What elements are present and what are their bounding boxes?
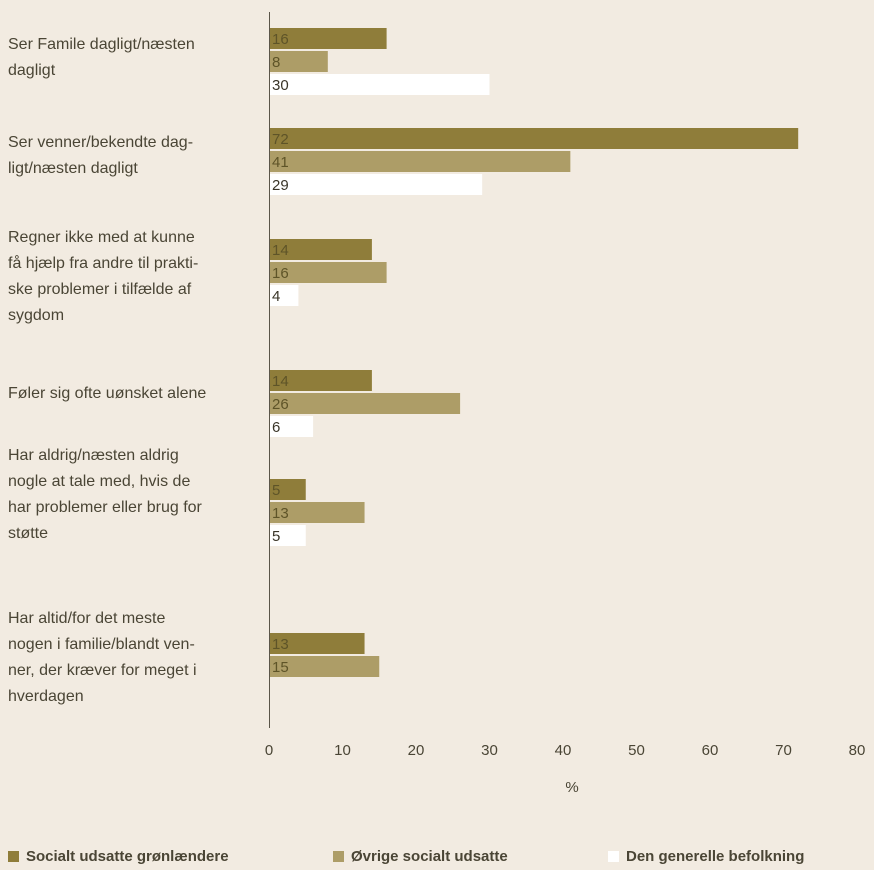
bar-value-label-s0-c1: 72 xyxy=(272,131,289,148)
legend-item-greenlanders: Socialt udsatte grønlændere xyxy=(8,848,229,865)
bar-value-label-s2-c4: 5 xyxy=(272,528,280,545)
x-tick-label-20: 20 xyxy=(408,742,425,759)
bar-s0-c4 xyxy=(269,479,306,500)
bar-s2-c3 xyxy=(269,416,314,437)
x-tick-label-0: 0 xyxy=(265,742,273,759)
bar-s0-c1 xyxy=(269,128,799,149)
bar-value-label-s2-c0: 30 xyxy=(272,77,289,94)
legend-swatch-greenlanders xyxy=(8,851,19,862)
legend-item-general-population: Den generelle befolkning xyxy=(608,848,804,865)
bar-s1-c2 xyxy=(269,262,387,283)
bar-value-label-s1-c0: 8 xyxy=(272,54,280,71)
bar-value-label-s1-c3: 26 xyxy=(272,396,289,413)
category-label-practical-help: Regner ikke med at kunne få hjælp fra an… xyxy=(8,229,199,324)
bar-s2-c0 xyxy=(269,74,490,95)
bar-s0-c5 xyxy=(269,633,365,654)
bar-s2-c4 xyxy=(269,525,306,546)
bar-s2-c1 xyxy=(269,174,483,195)
category-label-friends: Ser venner/bekendte dag- ligt/næsten dag… xyxy=(8,134,194,177)
x-tick-label-30: 30 xyxy=(481,742,498,759)
legend-item-other-vulnerable: Øvrige socialt udsatte xyxy=(333,848,508,865)
bar-s0-c0 xyxy=(269,28,387,49)
x-tick-label-40: 40 xyxy=(555,742,572,759)
legend-label-general-population: Den generelle befolkning xyxy=(626,848,805,865)
category-label-unwanted-alone: Føler sig ofte uønsket alene xyxy=(8,385,207,402)
bar-value-label-s0-c3: 14 xyxy=(272,373,289,390)
bar-value-label-s2-c1: 29 xyxy=(272,177,289,194)
bar-value-label-s1-c5: 15 xyxy=(272,659,289,676)
bar-s1-c4 xyxy=(269,502,365,523)
x-tick-label-10: 10 xyxy=(334,742,351,759)
bar-value-label-s1-c2: 16 xyxy=(272,265,289,282)
bar-value-label-s0-c2: 14 xyxy=(272,242,289,259)
bar-value-label-s1-c4: 13 xyxy=(272,505,289,522)
legend-label-other-vulnerable: Øvrige socialt udsatte xyxy=(351,848,508,865)
bar-value-label-s0-c5: 13 xyxy=(272,636,289,653)
x-axis-title: % xyxy=(565,779,578,796)
bar-value-label-s1-c1: 41 xyxy=(272,154,289,171)
bar-s1-c1 xyxy=(269,151,571,172)
bar-value-label-s0-c4: 5 xyxy=(272,482,280,499)
x-tick-label-80: 80 xyxy=(849,742,866,759)
legend-label-greenlanders: Socialt udsatte grønlændere xyxy=(26,848,229,865)
bar-s1-c5 xyxy=(269,656,380,677)
x-tick-label-60: 60 xyxy=(702,742,719,759)
x-tick-label-50: 50 xyxy=(628,742,645,759)
legend: Socialt udsatte grønlændere Øvrige socia… xyxy=(0,848,874,868)
bar-s0-c3 xyxy=(269,370,372,391)
bar-s2-c2 xyxy=(269,285,299,306)
legend-swatch-other-vulnerable xyxy=(333,851,344,862)
bar-value-label-s2-c2: 4 xyxy=(272,288,280,305)
category-label-demanding-family: Har altid/for det meste nogen i familie/… xyxy=(8,610,197,705)
category-label-no-one-to-talk: Har aldrig/næsten aldrig nogle at tale m… xyxy=(8,447,202,542)
category-label-family: Ser Famile dagligt/næsten dagligt xyxy=(8,36,195,79)
bar-s0-c2 xyxy=(269,239,372,260)
bar-value-label-s0-c0: 16 xyxy=(272,31,289,48)
bar-value-label-s2-c3: 6 xyxy=(272,419,280,436)
bar-s1-c3 xyxy=(269,393,461,414)
bar-s1-c0 xyxy=(269,51,328,72)
x-tick-label-70: 70 xyxy=(775,742,792,759)
plot-area: 16 8 30 72 41 29 14 16 4 14 26 6 5 13 5 13 15 0 10 20 30 40 50… xyxy=(265,12,866,796)
legend-swatch-general-population xyxy=(608,851,619,862)
